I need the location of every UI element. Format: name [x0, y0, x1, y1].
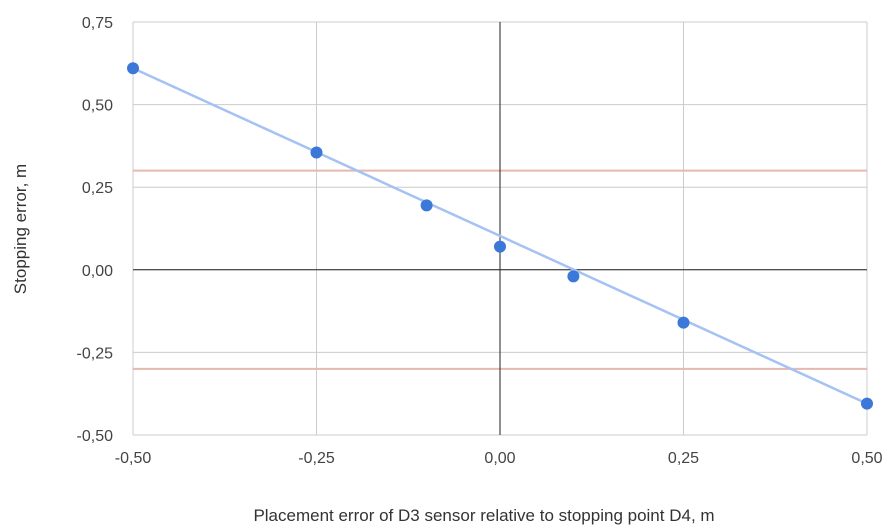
x-tick-label: -0,25 [298, 450, 335, 467]
y-tick-label: 0,75 [82, 15, 113, 32]
data-point [420, 199, 433, 212]
data-points [127, 62, 873, 410]
y-tick-label: 0,25 [82, 180, 113, 197]
data-point [861, 397, 873, 410]
x-tick-label: -0,50 [115, 450, 152, 467]
data-point [567, 270, 580, 283]
x-tick-label: 0,50 [851, 450, 882, 467]
x-axis-label: Placement error of D3 sensor relative to… [253, 506, 714, 525]
trendline [132, 67, 868, 405]
x-tick-label: 0,25 [668, 450, 699, 467]
data-point [677, 316, 690, 329]
x-tick-labels: -0,50 -0,25 0,00 0,25 0,50 [115, 450, 883, 467]
y-tick-label: 0,50 [82, 98, 113, 115]
y-tick-label: -0,25 [77, 345, 114, 362]
x-tick-label: 0,00 [484, 450, 515, 467]
data-point [310, 146, 323, 159]
y-tick-labels: -0,50 -0,25 0,00 0,25 0,50 0,75 [77, 15, 114, 445]
data-point [494, 240, 506, 253]
y-axis-label: Stopping error, m [11, 164, 30, 294]
trendline-segment [132, 67, 868, 405]
data-point [127, 62, 139, 75]
y-tick-label: 0,00 [82, 263, 113, 280]
y-tick-label: -0,50 [77, 428, 114, 445]
zero-axes [133, 22, 867, 435]
